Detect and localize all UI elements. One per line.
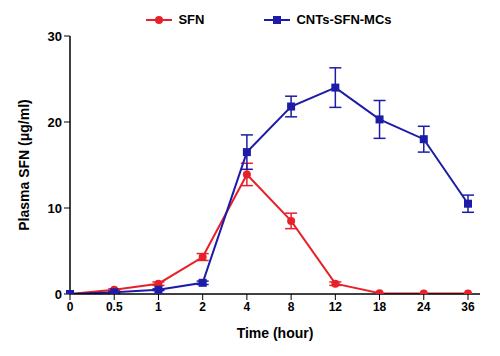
svg-text:20: 20	[48, 115, 62, 130]
html-text:SFN: SFN	[178, 12, 205, 27]
svg-text:8: 8	[288, 300, 295, 314]
svg-text:0.5: 0.5	[106, 300, 123, 314]
svg-text:36: 36	[461, 300, 475, 314]
svg-text:10: 10	[48, 201, 62, 216]
html-text:CNTs-SFN-MCs: CNTs-SFN-MCs	[296, 12, 392, 27]
svg-text:12: 12	[329, 300, 343, 314]
svg-text:24: 24	[417, 300, 431, 314]
svg-text:Time (hour): Time (hour)	[237, 325, 314, 341]
svg-text:2: 2	[199, 300, 206, 314]
svg-text:1: 1	[155, 300, 162, 314]
svg-text:Plasma SFN (μg/ml): Plasma SFN (μg/ml)	[16, 99, 32, 230]
svg-text:30: 30	[48, 29, 62, 44]
svg-text:0: 0	[67, 300, 74, 314]
svg-text:0: 0	[55, 287, 62, 302]
svg-text:4: 4	[244, 300, 251, 314]
svg-text:18: 18	[373, 300, 387, 314]
